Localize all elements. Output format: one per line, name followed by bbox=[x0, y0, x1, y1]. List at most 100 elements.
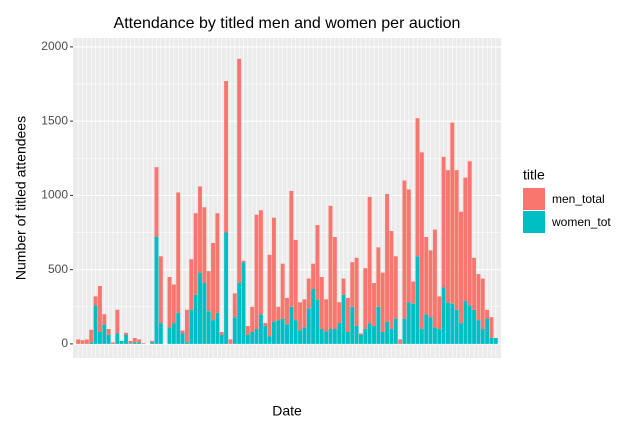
bar bbox=[428, 250, 433, 318]
bar bbox=[258, 314, 263, 344]
bar bbox=[419, 152, 424, 330]
bar bbox=[132, 342, 137, 344]
bar bbox=[315, 299, 320, 344]
bar bbox=[263, 323, 268, 327]
bar bbox=[237, 58, 242, 284]
bar bbox=[302, 327, 307, 344]
bar bbox=[363, 268, 368, 330]
bar bbox=[184, 309, 189, 343]
bar bbox=[472, 257, 477, 310]
bar bbox=[189, 259, 194, 310]
bar bbox=[102, 314, 107, 325]
bar bbox=[354, 326, 359, 344]
bar bbox=[367, 196, 372, 324]
bar bbox=[298, 302, 303, 331]
bar bbox=[184, 342, 189, 344]
bar bbox=[476, 274, 481, 321]
bar bbox=[245, 326, 250, 335]
bar bbox=[393, 256, 398, 319]
bar bbox=[124, 332, 128, 335]
bar bbox=[211, 242, 215, 321]
bar bbox=[306, 308, 311, 344]
bar bbox=[337, 302, 342, 324]
bar bbox=[150, 340, 155, 343]
bar bbox=[150, 342, 155, 344]
bar bbox=[154, 236, 159, 344]
bar bbox=[459, 211, 463, 324]
bar bbox=[137, 339, 142, 343]
bar bbox=[180, 333, 185, 344]
bar bbox=[176, 192, 181, 313]
bar bbox=[115, 309, 120, 334]
bar bbox=[367, 323, 372, 344]
bar bbox=[454, 309, 459, 344]
bar bbox=[263, 326, 268, 344]
bar bbox=[454, 170, 459, 310]
bar bbox=[298, 330, 303, 344]
bar bbox=[324, 332, 329, 344]
bar bbox=[84, 339, 89, 344]
bar bbox=[93, 305, 98, 344]
bar bbox=[311, 288, 316, 344]
bar bbox=[141, 343, 146, 344]
bar bbox=[224, 81, 229, 233]
bar bbox=[411, 281, 416, 304]
bar bbox=[354, 257, 359, 327]
bar bbox=[171, 323, 176, 344]
bar bbox=[480, 278, 485, 330]
bar bbox=[424, 236, 429, 315]
bar bbox=[350, 306, 355, 344]
bar bbox=[76, 339, 81, 344]
bar bbox=[267, 336, 272, 344]
bar bbox=[176, 312, 181, 344]
bar bbox=[363, 329, 368, 344]
bar bbox=[476, 320, 481, 344]
bar bbox=[128, 340, 133, 344]
bar bbox=[341, 278, 346, 295]
bar bbox=[124, 334, 128, 344]
legend-swatch bbox=[523, 211, 545, 233]
bar bbox=[211, 320, 215, 344]
bar bbox=[137, 342, 142, 344]
y-tick-label: 1000 bbox=[41, 188, 68, 202]
bar bbox=[359, 333, 363, 335]
bar bbox=[480, 329, 485, 344]
bar bbox=[102, 324, 107, 344]
bar bbox=[111, 342, 115, 344]
bar bbox=[345, 297, 350, 333]
bar bbox=[293, 239, 298, 321]
bar bbox=[393, 318, 398, 344]
bar bbox=[245, 334, 250, 344]
bar bbox=[489, 317, 494, 338]
bar bbox=[106, 329, 111, 335]
bar bbox=[337, 323, 342, 344]
bar bbox=[372, 283, 376, 327]
bar bbox=[128, 343, 133, 344]
bar bbox=[132, 337, 137, 343]
bar bbox=[467, 161, 472, 306]
y-tick-label: 1500 bbox=[41, 113, 68, 127]
bar bbox=[202, 283, 207, 344]
bar bbox=[254, 329, 259, 344]
bar bbox=[193, 294, 198, 344]
bar bbox=[311, 263, 316, 289]
bar bbox=[411, 303, 416, 344]
bar bbox=[254, 214, 259, 330]
bar bbox=[289, 306, 294, 344]
bar bbox=[332, 236, 337, 330]
bar bbox=[280, 318, 285, 344]
bar bbox=[241, 260, 246, 263]
bar bbox=[398, 339, 403, 344]
bar bbox=[463, 300, 468, 344]
bar bbox=[250, 306, 255, 333]
bar bbox=[467, 305, 472, 344]
bar bbox=[276, 306, 281, 321]
legend-swatch bbox=[523, 188, 545, 210]
bar bbox=[158, 323, 163, 344]
bar bbox=[154, 167, 159, 237]
bar bbox=[189, 309, 194, 344]
legend-title: title bbox=[523, 167, 545, 183]
bar bbox=[319, 277, 324, 330]
y-tick-label: 0 bbox=[61, 336, 68, 350]
bar bbox=[97, 285, 102, 333]
